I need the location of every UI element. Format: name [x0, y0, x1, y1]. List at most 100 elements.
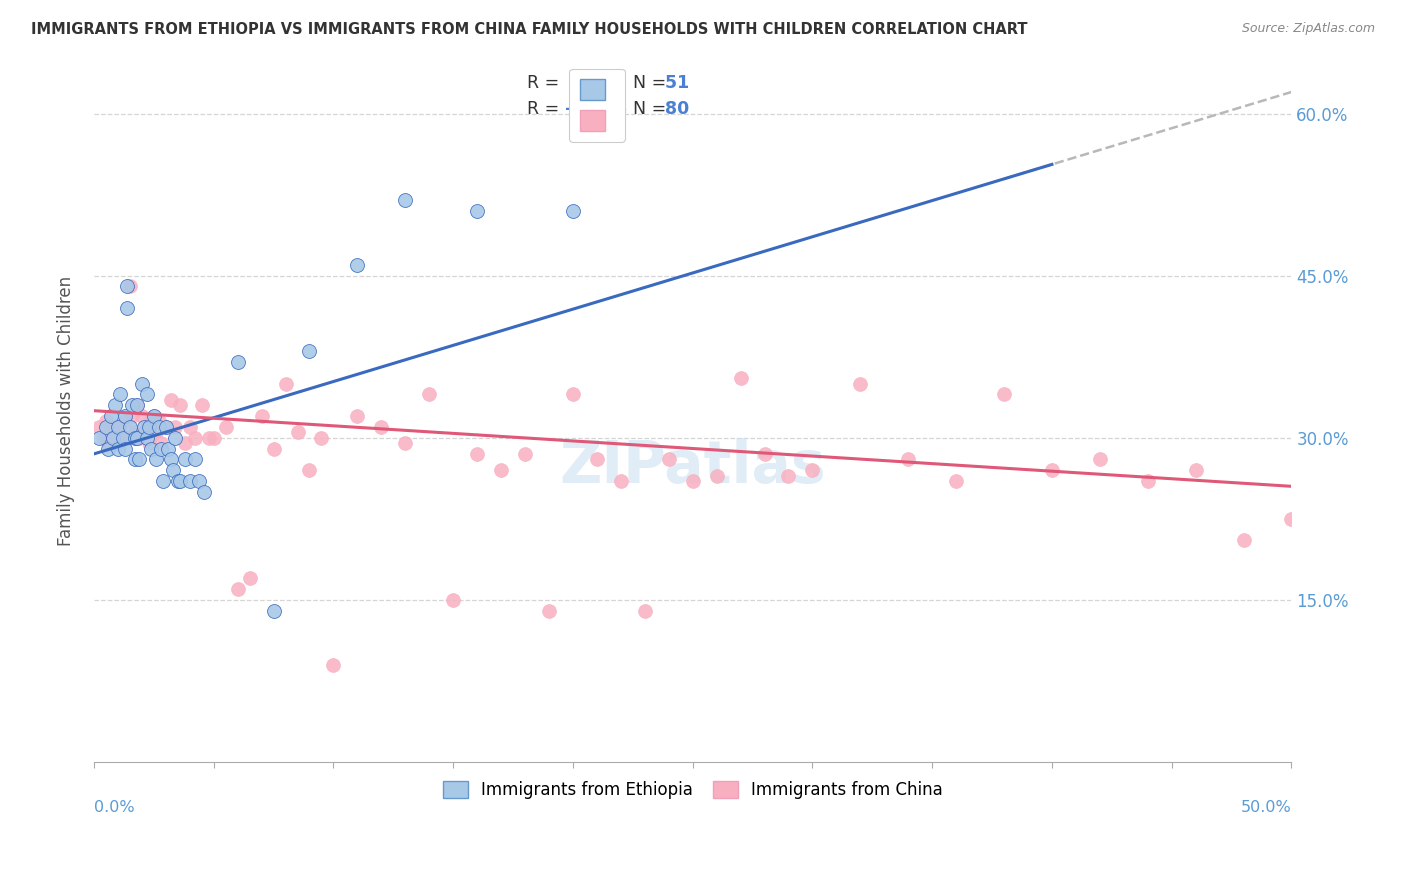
Point — [610, 474, 633, 488]
Point — [134, 425, 156, 440]
Point — [118, 279, 141, 293]
Point — [94, 420, 117, 434]
Point — [131, 376, 153, 391]
Point — [87, 420, 110, 434]
Point — [148, 415, 170, 429]
Text: R =: R = — [527, 74, 565, 93]
Point — [561, 387, 583, 401]
Point — [489, 463, 512, 477]
Point — [706, 468, 728, 483]
Text: -0.285: -0.285 — [565, 101, 627, 119]
Point — [287, 425, 309, 440]
Point — [183, 452, 205, 467]
Point — [370, 420, 392, 434]
Point — [165, 420, 187, 434]
Point — [346, 258, 368, 272]
Point — [250, 409, 273, 423]
Point — [202, 431, 225, 445]
Text: 0.504: 0.504 — [565, 74, 626, 93]
Point — [274, 376, 297, 391]
Point — [298, 463, 321, 477]
Point — [193, 484, 215, 499]
Text: 0.0%: 0.0% — [94, 800, 135, 815]
Point — [101, 431, 124, 445]
Point — [155, 420, 177, 434]
Point — [165, 431, 187, 445]
Point — [394, 193, 416, 207]
Point — [188, 474, 211, 488]
Point — [801, 463, 824, 477]
Point — [110, 425, 132, 440]
Point — [441, 592, 464, 607]
Point — [1376, 495, 1399, 509]
Point — [124, 431, 146, 445]
Point — [634, 603, 657, 617]
Point — [114, 415, 136, 429]
Point — [125, 398, 148, 412]
Point — [226, 355, 249, 369]
Point — [561, 203, 583, 218]
Point — [1184, 463, 1206, 477]
Point — [124, 452, 146, 467]
Point — [117, 279, 139, 293]
Point — [131, 409, 153, 423]
Point — [141, 415, 163, 429]
Point — [682, 474, 704, 488]
Text: 80: 80 — [659, 101, 689, 119]
Point — [1281, 512, 1303, 526]
Point — [152, 474, 174, 488]
Text: 50.0%: 50.0% — [1240, 800, 1292, 815]
Point — [263, 603, 285, 617]
Y-axis label: Family Households with Children: Family Households with Children — [58, 276, 75, 546]
Point — [198, 431, 221, 445]
Point — [183, 431, 205, 445]
Point — [128, 452, 150, 467]
Point — [97, 436, 120, 450]
Point — [157, 442, 180, 456]
Text: ZIPatlas: ZIPatlas — [560, 438, 825, 495]
Point — [778, 468, 800, 483]
Point — [465, 203, 488, 218]
Text: R =: R = — [527, 101, 565, 119]
Point — [1329, 539, 1351, 553]
Point — [346, 409, 368, 423]
Point — [190, 398, 212, 412]
Point — [110, 387, 132, 401]
Point — [311, 431, 333, 445]
Point — [125, 398, 148, 412]
Point — [142, 409, 165, 423]
Point — [179, 420, 201, 434]
Point — [145, 425, 167, 440]
Point — [100, 409, 122, 423]
Point — [993, 387, 1015, 401]
Point — [94, 415, 117, 429]
Point — [174, 436, 197, 450]
Point — [125, 431, 148, 445]
Point — [104, 436, 127, 450]
Point — [586, 452, 609, 467]
Point — [148, 420, 170, 434]
Point — [114, 442, 136, 456]
Point — [1232, 533, 1254, 548]
Point — [849, 376, 872, 391]
Point — [537, 603, 560, 617]
Point — [169, 398, 191, 412]
Point — [658, 452, 681, 467]
Point — [134, 420, 156, 434]
Point — [107, 420, 129, 434]
Point — [150, 436, 173, 450]
Text: 51: 51 — [659, 74, 689, 93]
Text: Source: ZipAtlas.com: Source: ZipAtlas.com — [1241, 22, 1375, 36]
Point — [169, 474, 191, 488]
Point — [121, 398, 143, 412]
Point — [394, 436, 416, 450]
Point — [174, 452, 197, 467]
Legend: Immigrants from Ethiopia, Immigrants from China: Immigrants from Ethiopia, Immigrants fro… — [436, 774, 949, 806]
Point — [138, 420, 160, 434]
Point — [107, 420, 129, 434]
Text: N =: N = — [621, 74, 672, 93]
Point — [97, 442, 120, 456]
Point — [100, 420, 122, 434]
Point — [1136, 474, 1159, 488]
Point — [513, 447, 536, 461]
